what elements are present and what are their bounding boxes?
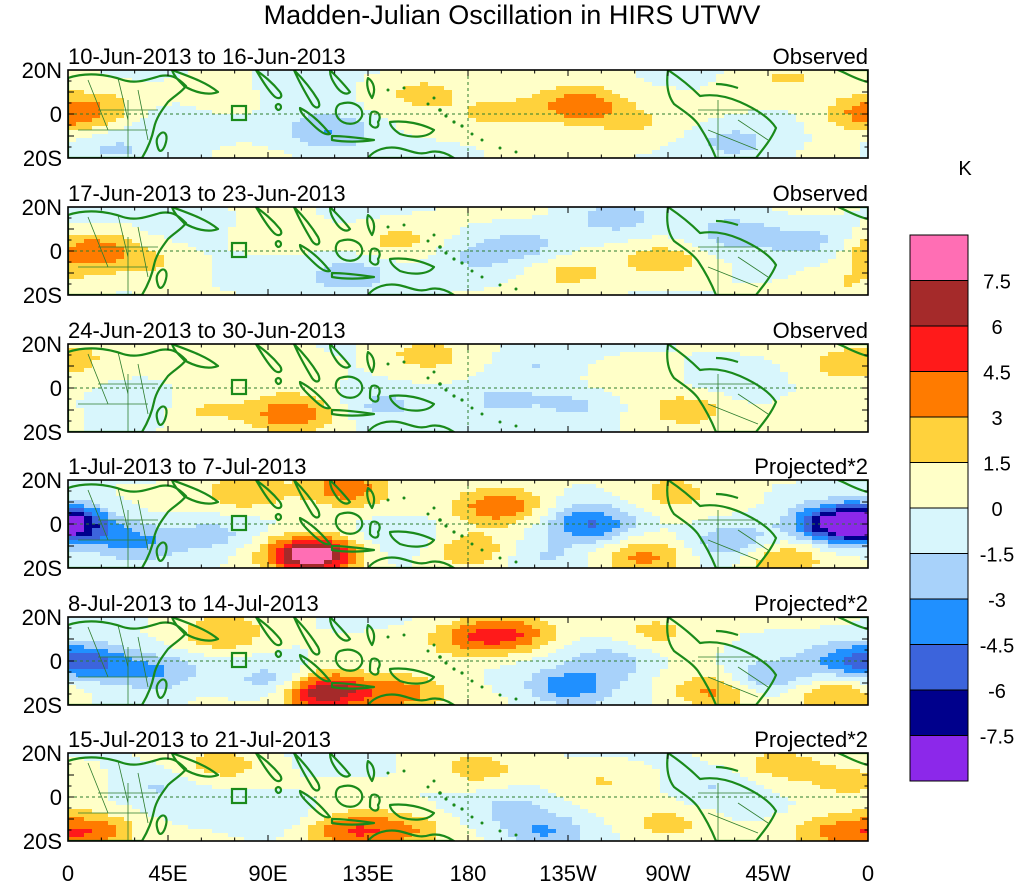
colorbar-swatch <box>909 371 969 418</box>
region-box <box>230 241 248 259</box>
colorbar-swatch <box>909 644 969 691</box>
colorbar-swatch <box>909 234 969 281</box>
panel-kind: Observed <box>773 44 868 69</box>
colorbar-swatch <box>909 280 969 327</box>
region-box <box>230 787 248 805</box>
lon-label: 135W <box>539 861 597 886</box>
region-box <box>230 651 248 669</box>
panel-period: 15-Jul-2013 to 21-Jul-2013 <box>68 727 331 752</box>
region-box <box>230 104 248 122</box>
colorbar-label: 1.5 <box>983 454 1011 476</box>
lon-label: 45W <box>745 861 790 886</box>
colorbar-swatch <box>909 689 969 736</box>
coastlines <box>68 753 868 841</box>
panel-period: 8-Jul-2013 to 14-Jul-2013 <box>68 591 319 616</box>
panel-period: 10-Jun-2013 to 16-Jun-2013 <box>68 44 346 69</box>
colorbar-label: 4.5 <box>983 363 1011 385</box>
colorbar-label: 0 <box>991 499 1002 521</box>
colorbar-label: -7.5 <box>980 727 1014 749</box>
lat-label: 20S <box>23 283 62 308</box>
panel-period: 24-Jun-2013 to 30-Jun-2013 <box>68 318 346 343</box>
colorbar-label: 3 <box>991 408 1002 430</box>
coastlines <box>68 480 868 568</box>
lon-axis: 0 45E 90E 135E 180 135W 90W 45W 0 <box>62 861 874 886</box>
lat-label: 20N <box>22 332 62 357</box>
lat-label: 20N <box>22 195 62 220</box>
lat-label: 20S <box>23 146 62 171</box>
coastlines <box>68 617 868 705</box>
colorbar: 7.5 6 4.5 3 1.5 0 -1.5 -3 -4.5 -6 -7.5 K <box>909 158 1014 782</box>
lat-label: 0 <box>50 102 62 127</box>
colorbar-unit: K <box>958 158 972 180</box>
colorbar-swatch <box>909 325 969 372</box>
colorbar-label: -6 <box>988 681 1006 703</box>
panel-period: 1-Jul-2013 to 7-Jul-2013 <box>68 454 306 479</box>
map-panel: 20N 0 20S 24-Jun-2013 to 30-Jun-2013 Observe… <box>22 318 869 445</box>
coastlines <box>68 344 868 432</box>
anomaly-field <box>68 70 868 158</box>
colorbar-swatch <box>909 735 969 782</box>
region-box <box>230 378 248 396</box>
lat-label: 0 <box>50 239 62 264</box>
panel-period: 17-Jun-2013 to 23-Jun-2013 <box>68 181 346 206</box>
lat-label: 0 <box>50 785 62 810</box>
lat-label: 20S <box>23 556 62 581</box>
figure-title: Madden-Julian Oscillation in HIRS UTWV <box>264 0 761 30</box>
lat-label: 20S <box>23 693 62 718</box>
lon-label: 90W <box>645 861 690 886</box>
colorbar-label: -1.5 <box>980 545 1014 567</box>
map-panel: 20N 0 20S 1-Jul-2013 to 7-Jul-2013 Projected… <box>22 454 869 581</box>
anomaly-field <box>68 617 868 705</box>
lon-label: 180 <box>450 861 487 886</box>
lat-label: 0 <box>50 512 62 537</box>
panel-kind: Projected*2 <box>754 591 868 616</box>
colorbar-label: -4.5 <box>980 636 1014 658</box>
colorbar-label: 6 <box>991 317 1002 339</box>
colorbar-swatch <box>909 553 969 600</box>
lat-label: 0 <box>50 376 62 401</box>
coastlines <box>68 70 868 158</box>
panel-kind: Observed <box>773 181 868 206</box>
lat-label: 20N <box>22 605 62 630</box>
lat-label: 20N <box>22 58 62 83</box>
map-panel: 20N 0 20S 10-Jun-2013 to 16-Jun-2013 Observe… <box>22 44 869 171</box>
lon-label: 90E <box>248 861 287 886</box>
colorbar-swatch <box>909 416 969 463</box>
panel-kind: Projected*2 <box>754 454 868 479</box>
lat-label: 20N <box>22 741 62 766</box>
panel-kind: Observed <box>773 318 868 343</box>
region-box <box>230 514 248 532</box>
colorbar-swatch <box>909 507 969 554</box>
map-panel: 20N 0 20S 8-Jul-2013 to 14-Jul-2013 Projecte… <box>22 591 869 718</box>
colorbar-swatch <box>909 598 969 645</box>
lon-label: 135E <box>342 861 393 886</box>
lon-label: 0 <box>62 861 74 886</box>
colorbar-label: -3 <box>988 590 1006 612</box>
anomaly-field <box>68 207 868 295</box>
map-panel: 20N 0 20S 17-Jun-2013 to 23-Jun-2013 Observe… <box>22 181 869 308</box>
lon-label: 0 <box>862 861 874 886</box>
lon-label: 45E <box>148 861 187 886</box>
lat-label: 20S <box>23 829 62 854</box>
coastlines <box>68 207 868 295</box>
lat-label: 0 <box>50 649 62 674</box>
lat-label: 20S <box>23 420 62 445</box>
map-panel: 20N 0 20S 15-Jul-2013 to 21-Jul-2013 Project… <box>22 727 869 854</box>
colorbar-label: 7.5 <box>983 272 1011 294</box>
panel-kind: Projected*2 <box>754 727 868 752</box>
lat-label: 20N <box>22 468 62 493</box>
colorbar-swatch <box>909 462 969 509</box>
